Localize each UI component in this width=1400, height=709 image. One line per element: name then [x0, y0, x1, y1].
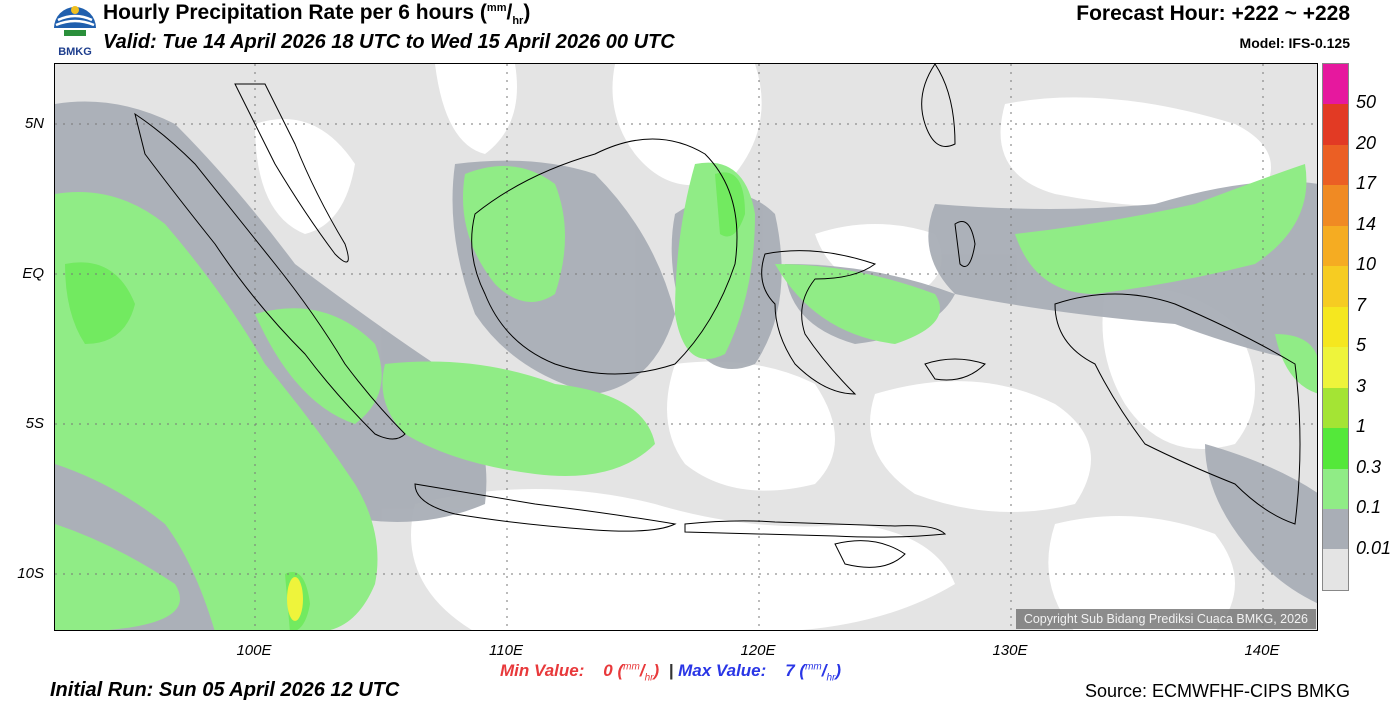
title-text: Hourly Precipitation Rate per 6 hours [103, 1, 475, 24]
y-label-eq: EQ [22, 265, 44, 282]
max-unit-den: hr [826, 672, 836, 684]
dry-areas [255, 64, 1271, 630]
min-value: 0 [603, 661, 613, 680]
colorbar-label: 3 [1356, 375, 1367, 396]
min-unit-num: mm [623, 661, 640, 673]
colorbar-segment [1323, 468, 1348, 509]
data-source: Source: ECMWFHF-CIPS BMKG [1084, 681, 1350, 701]
colorbar-label: 0.1 [1356, 497, 1382, 518]
colorbar-label: 0.3 [1356, 456, 1382, 477]
colorbar-label: 20 [1356, 132, 1377, 153]
colorbar-label: 5 [1356, 335, 1367, 356]
y-label-5s: 5S [25, 415, 44, 432]
moderate-rain-areas [55, 162, 1317, 630]
model-name: Model: IFS-0.125 [1239, 35, 1350, 51]
colorbar-label: 7 [1356, 294, 1367, 315]
colorbar-segment [1323, 104, 1348, 145]
x-label-110e: 110E [489, 642, 523, 659]
bmkg-logo-text: BMKG [58, 46, 92, 58]
title-unit-num: mm [486, 2, 507, 14]
colorbar-segment [1323, 225, 1348, 267]
colorbar-segment [1323, 549, 1348, 590]
initial-run: Initial Run: Sun 05 April 2026 12 UTC [50, 679, 400, 701]
colorbar-segment [1323, 185, 1348, 226]
colorbar-label: 10 [1356, 254, 1377, 275]
coastlines [134, 64, 1301, 568]
colorbar-segment [1323, 64, 1348, 105]
colorbar-label: 50 [1356, 92, 1377, 113]
colorbar-segment [1323, 428, 1348, 469]
x-label-100e: 100E [236, 642, 272, 659]
max-unit-num: mm [805, 661, 822, 673]
x-label-120e: 120E [740, 642, 776, 659]
map-canvas [55, 64, 1317, 630]
page-title: Hourly Precipitation Rate per 6 hours (m… [103, 1, 531, 28]
valid-time: Valid: Tue 14 April 2026 18 UTC to Wed 1… [103, 31, 675, 53]
colorbar-segment [1323, 144, 1348, 186]
colorbar-segment [1323, 266, 1348, 307]
colorbar [1322, 63, 1349, 591]
min-label: Min Value: [500, 661, 585, 680]
colorbar-label: 1 [1356, 416, 1367, 437]
max-value: 7 [785, 661, 795, 680]
colorbar-segment [1323, 387, 1348, 429]
bmkg-logo-icon [54, 6, 96, 36]
colorbar-segment [1323, 347, 1348, 388]
max-intensity-spot [287, 577, 303, 621]
y-label-5n: 5N [24, 115, 44, 132]
colorbar-label: 17 [1356, 173, 1377, 194]
precipitation-map [54, 63, 1318, 631]
colorbar-segment [1323, 306, 1348, 348]
graticule [55, 64, 1317, 630]
colorbar-label: 0.01 [1356, 537, 1392, 558]
y-label-10s: 10S [17, 565, 44, 582]
title-unit-sep: / [506, 1, 513, 24]
bmkg-logo: BMKG [50, 2, 100, 60]
title-unit-den: hr [512, 15, 524, 28]
forecast-hour: Forecast Hour: +222 ~ +228 [1076, 2, 1350, 25]
colorbar-segment [1323, 508, 1348, 550]
x-label-140e: 140E [1244, 642, 1280, 659]
min-unit-den: hr [644, 672, 654, 684]
colorbar-label: 14 [1356, 213, 1377, 234]
max-label: Max Value: [678, 661, 767, 680]
min-max-values: Min Value: 0 (mm/hr) | Max Value: 7 (mm/… [500, 661, 842, 684]
x-label-130e: 130E [992, 642, 1028, 659]
copyright-notice: Copyright Sub Bidang Prediksi Cuaca BMKG… [1015, 609, 1316, 629]
